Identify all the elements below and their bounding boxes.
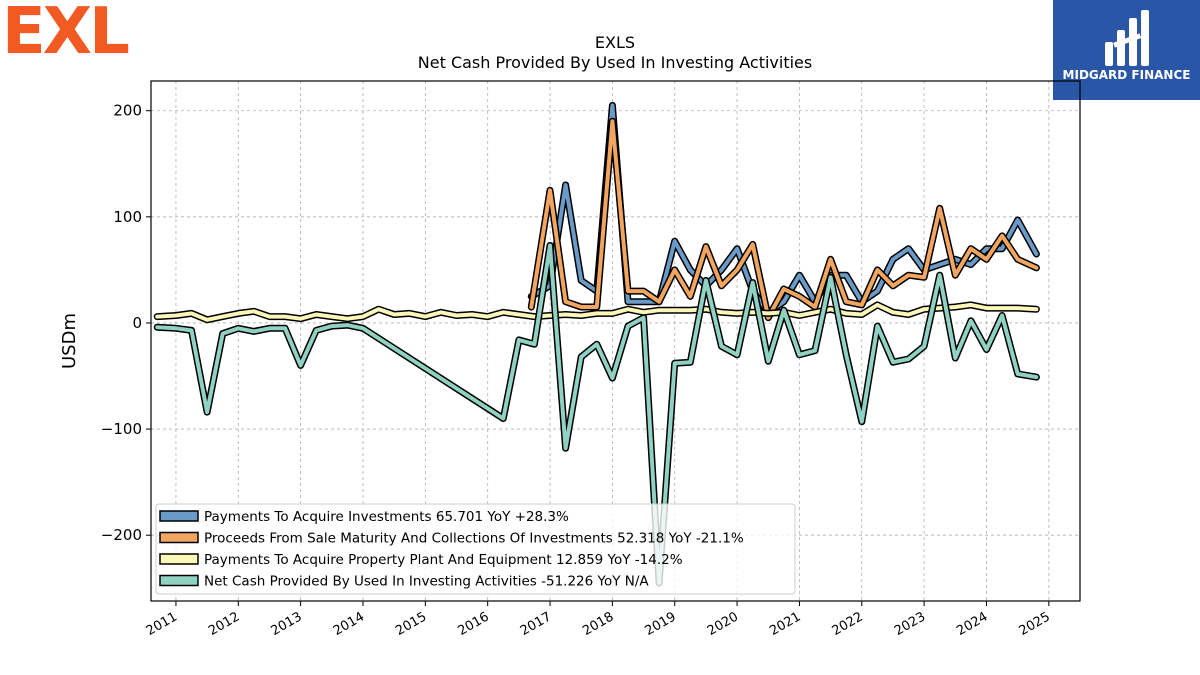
legend-label: Payments To Acquire Property Plant And E… (204, 552, 683, 568)
legend-label: Net Cash Provided By Used In Investing A… (204, 574, 649, 590)
x-tick-label: 2014 (331, 609, 367, 639)
legend-entry: Payments To Acquire Investments 65.701 Y… (159, 509, 569, 525)
series-line (155, 302, 1039, 322)
y-tick-label: −200 (101, 526, 142, 544)
x-tick-label: 2021 (767, 609, 803, 639)
legend-entry: Proceeds From Sale Maturity And Collecti… (159, 531, 744, 547)
x-tick-label: 2018 (580, 609, 616, 639)
chart-title: EXLS (595, 33, 635, 52)
y-tick-label: 100 (113, 208, 142, 226)
legend-swatch (159, 510, 199, 522)
x-tick-label: 2023 (892, 609, 928, 639)
x-tick-label: 2020 (705, 609, 741, 639)
legend: Payments To Acquire Investments 65.701 Y… (155, 503, 796, 595)
x-tick-label: 2019 (643, 609, 679, 639)
midgard-logo-text: MIDGARD FINANCE (1062, 68, 1191, 82)
legend-frame (155, 503, 796, 595)
series-1 (527, 117, 1040, 322)
x-tick-label: 2012 (206, 609, 242, 639)
legend-swatch (159, 553, 199, 565)
x-tick-label: 2011 (144, 609, 180, 639)
series-line (529, 119, 1039, 320)
legend-entry: Net Cash Provided By Used In Investing A… (159, 574, 649, 590)
x-tick-label: 2016 (456, 609, 492, 639)
legend-swatch (159, 574, 199, 587)
exl-logo: EXL (2, 0, 130, 69)
y-tick-label: −100 (101, 420, 142, 438)
plot-frame (150, 80, 1081, 602)
series-2 (153, 301, 1040, 324)
y-axis-label: USDm (59, 313, 80, 369)
x-tick-label: 2015 (393, 609, 429, 639)
midgard-logo-icon (1105, 10, 1149, 66)
x-tick-label: 2013 (268, 609, 304, 639)
x-tick-label: 2024 (954, 609, 990, 639)
x-tick-label: 2017 (518, 609, 554, 639)
legend-swatch (159, 531, 199, 544)
midgard-finance-logo: MIDGARD FINANCE (1053, 0, 1200, 100)
y-tick-label: 200 (113, 102, 142, 120)
legend-entry: Payments To Acquire Property Plant And E… (159, 552, 683, 568)
legend-label: Payments To Acquire Investments 65.701 Y… (204, 509, 569, 525)
x-tick-label: 2022 (830, 609, 866, 639)
x-tick-label: 2025 (1017, 609, 1053, 639)
y-tick-label: 0 (132, 314, 142, 332)
chart-subtitle: Net Cash Provided By Used In Investing A… (418, 53, 812, 72)
legend-label: Proceeds From Sale Maturity And Collecti… (204, 531, 744, 547)
